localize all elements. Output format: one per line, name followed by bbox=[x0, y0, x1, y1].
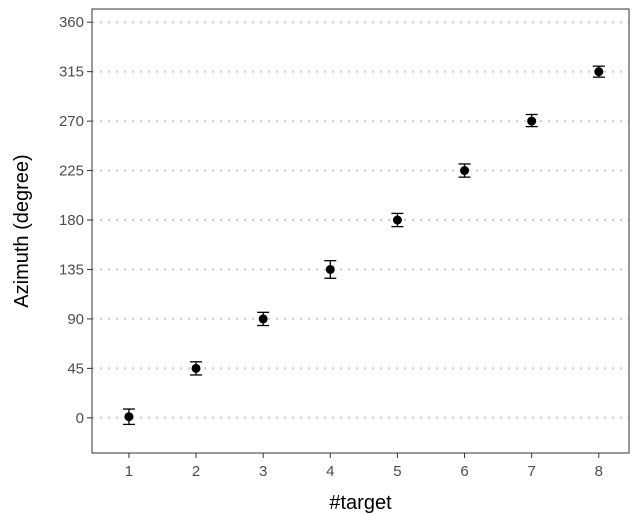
x-tick-label: 3 bbox=[259, 463, 267, 480]
y-tick-label: 135 bbox=[59, 261, 84, 278]
x-tick-label: 5 bbox=[393, 463, 401, 480]
data-point bbox=[392, 215, 402, 225]
data-point bbox=[325, 264, 335, 274]
plot-panel-border bbox=[91, 8, 630, 454]
y-tick-label: 315 bbox=[59, 64, 84, 81]
x-tick-label: 7 bbox=[527, 463, 535, 480]
data-point bbox=[594, 67, 604, 77]
data-point bbox=[124, 412, 134, 422]
x-tick-label: 8 bbox=[595, 463, 603, 480]
y-tick-label: 0 bbox=[76, 410, 84, 427]
data-point bbox=[460, 166, 470, 176]
x-tick-label: 6 bbox=[460, 463, 468, 480]
grid-lines bbox=[92, 21, 629, 419]
data-point bbox=[527, 116, 537, 126]
data-point bbox=[191, 363, 201, 373]
y-tick-label: 45 bbox=[67, 360, 84, 377]
y-tick-label: 180 bbox=[59, 212, 84, 229]
y-tick-label: 360 bbox=[59, 14, 84, 31]
x-tick-label: 4 bbox=[326, 463, 334, 480]
y-tick-label: 225 bbox=[59, 163, 84, 180]
data-points bbox=[124, 67, 604, 422]
data-point bbox=[258, 314, 268, 324]
x-tick-label: 1 bbox=[125, 463, 133, 480]
y-tick-label: 90 bbox=[67, 311, 84, 328]
x-tick-label: 2 bbox=[192, 463, 200, 480]
x-axis-title: #target bbox=[329, 492, 392, 514]
y-tick-label: 270 bbox=[59, 113, 84, 130]
y-axis-title: Azimuth (degree) bbox=[11, 154, 33, 307]
y-axis: 0 45 90 135 180 225 270 315 360 bbox=[59, 14, 92, 427]
x-axis: 1 2 3 4 5 6 7 8 bbox=[125, 453, 603, 480]
